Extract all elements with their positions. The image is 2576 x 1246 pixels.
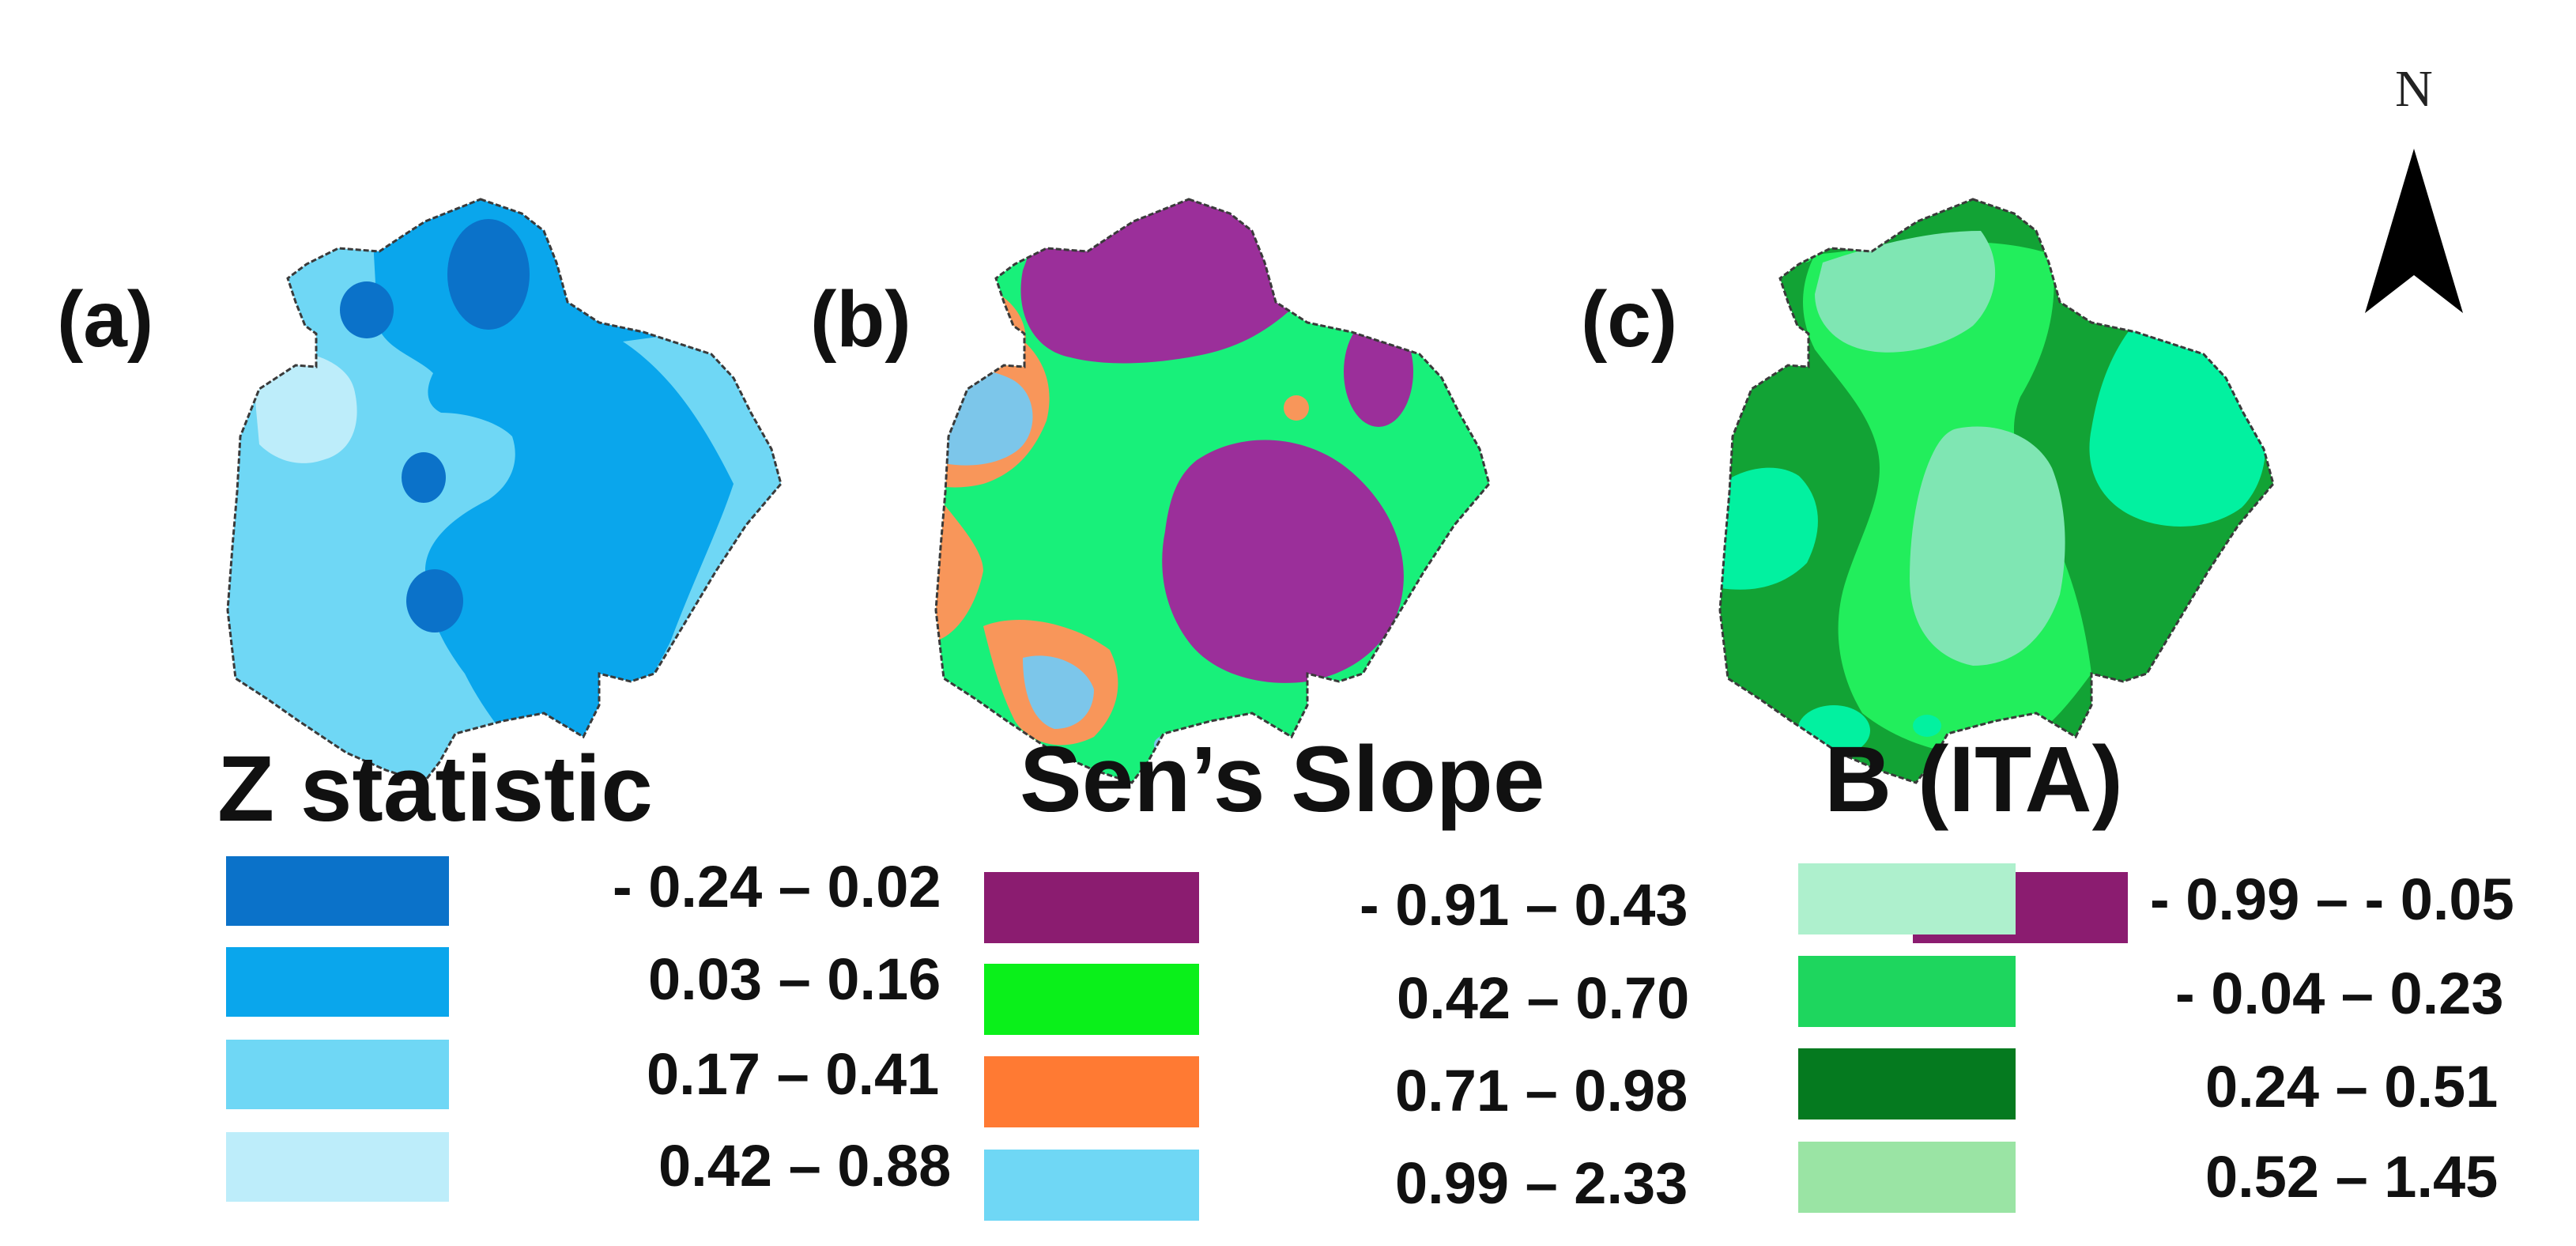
map-a-zone-dark-blue-1	[447, 219, 530, 330]
north-arrow: N	[2365, 60, 2463, 313]
legend-c-swatch-1	[1798, 863, 2016, 934]
legend-c-swatch-2	[1798, 956, 2016, 1027]
legend-c-range-2: - 0.04 – 0.23	[2175, 961, 2504, 1026]
legend-c: B (ITA) - 0.99 – - 0.05 - 0.04 – 0.23 0.…	[1798, 727, 2514, 1213]
panel-label-c: (c)	[1581, 275, 1677, 364]
legend-a-item-2: 0.03 – 0.16	[226, 946, 941, 1017]
map-c-b-ita	[1718, 198, 2275, 784]
map-c-zone-aqua-west	[1720, 467, 1818, 590]
legend-b-swatch-orange-final	[984, 1056, 1199, 1127]
legend-b-title: Sen’s Slope	[1020, 727, 1545, 832]
map-c-zone-pale-center	[1910, 426, 2065, 666]
legend-a-swatch-2	[226, 947, 449, 1017]
legend-a-swatch-4	[226, 1132, 449, 1202]
legend-a-range-1: - 0.24 – 0.02	[613, 854, 941, 919]
legend-b-swatch-green-final	[984, 964, 1199, 1035]
legend-c-range-3: 0.24 – 0.51	[2205, 1054, 2498, 1120]
legend-a-title: Z statistic	[217, 737, 653, 841]
map-a-zone-dark-blue-4	[406, 569, 463, 632]
legend-c-swatch-4	[1798, 1142, 2016, 1213]
map-a-zone-dark-blue-2	[340, 281, 394, 338]
legend-c-title: B (ITA)	[1824, 727, 2123, 832]
legend-b-range-4: 0.99 – 2.33	[1395, 1150, 1688, 1216]
panel-label-b: (b)	[810, 275, 911, 364]
legend-b-range-1: - 0.91 – 0.43	[1360, 872, 1688, 938]
legend-c-swatch-3	[1798, 1048, 2016, 1120]
panel-label-a: (a)	[57, 275, 153, 364]
north-label: N	[2395, 60, 2433, 118]
map-a-zone-dark-blue-3	[402, 452, 446, 503]
map-c-zone-pale-north	[1815, 231, 1996, 353]
legend-b: Sen’s Slope	[1020, 727, 1545, 832]
map-b-sens-slope	[934, 198, 1491, 784]
legend-b-labels: - 0.91 – 0.43 0.42 – 0.70 0.71 – 0.98 0.…	[1360, 872, 1689, 1216]
legend-a-item-4: 0.42 – 0.88	[226, 1132, 951, 1202]
legend-b-range-3: 0.71 – 0.98	[1395, 1058, 1688, 1123]
legend-a-swatch-3	[226, 1040, 449, 1109]
legend-a-range-3: 0.17 – 0.41	[647, 1041, 939, 1107]
map-b-zone-orange-dot	[1284, 395, 1309, 421]
legend-c-range-1: - 0.99 – - 0.05	[2150, 867, 2514, 932]
legend-b-swatch-blue-final	[984, 1150, 1199, 1221]
legend-a-swatch-1	[226, 856, 449, 926]
legend-a: Z statistic - 0.24 – 0.02 0.03 – 0.16 0.…	[217, 737, 951, 1202]
legend-b-final-swatches	[984, 872, 1199, 1221]
map-a-zone-palest-blue	[251, 351, 357, 463]
legend-b-swatch-purple-final	[984, 872, 1199, 943]
map-b-zone-blue-south	[1023, 655, 1094, 729]
legend-c-range-4: 0.52 – 1.45	[2205, 1144, 2498, 1210]
legend-a-item-3: 0.17 – 0.41	[226, 1040, 939, 1109]
map-c-zone-aqua-dot	[1913, 715, 1941, 737]
legend-a-range-2: 0.03 – 0.16	[648, 946, 941, 1012]
map-a-z-statistic	[226, 198, 783, 784]
legend-a-item-1: - 0.24 – 0.02	[226, 854, 941, 926]
north-arrow-icon	[2365, 149, 2463, 313]
map-b-zone-purple-center	[1162, 440, 1404, 683]
legend-a-range-4: 0.42 – 0.88	[658, 1133, 951, 1199]
legend-b-range-2: 0.42 – 0.70	[1397, 965, 1689, 1031]
